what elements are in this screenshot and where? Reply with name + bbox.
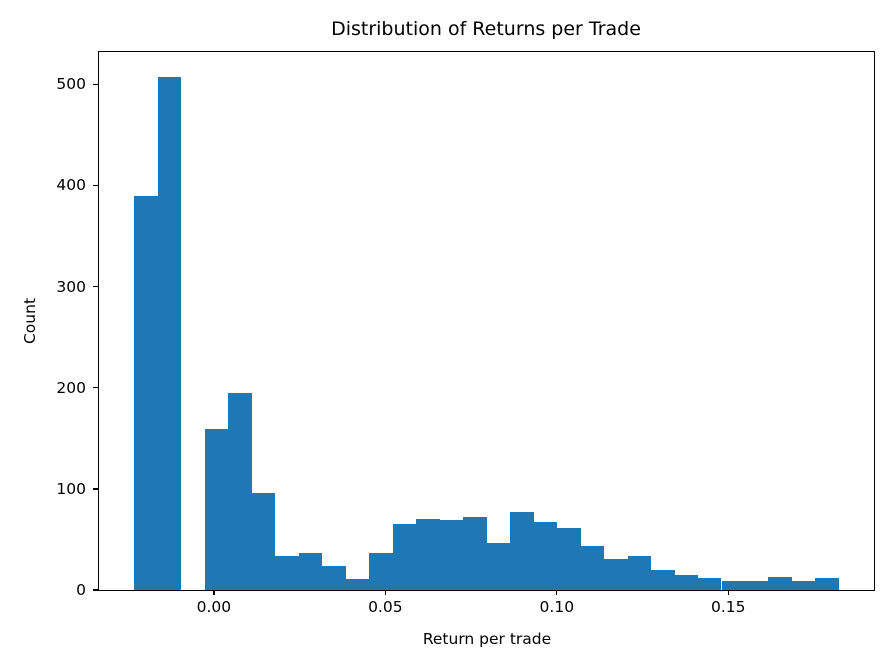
y-tick-label: 400 (56, 176, 86, 195)
histogram-bar (791, 580, 816, 590)
histogram-bar (416, 519, 440, 590)
histogram-bar (134, 195, 158, 590)
y-tick-label: 100 (56, 479, 86, 498)
y-tick-label: 0 (76, 581, 86, 599)
y-axis-label: Count (21, 297, 39, 345)
y-tick-label: 200 (56, 378, 86, 397)
histogram-bar (744, 580, 769, 590)
x-tick-mark (213, 590, 215, 595)
y-tick-mark (93, 589, 98, 591)
chart-title: Distribution of Returns per Trade (331, 18, 641, 40)
histogram-bar (580, 545, 605, 590)
histogram-bar (604, 558, 628, 590)
y-tick-mark (93, 488, 98, 490)
y-tick-mark (93, 184, 98, 187)
histogram-bar (439, 520, 464, 590)
y-tick-label: 300 (56, 277, 86, 296)
histogram-bar (157, 77, 182, 590)
x-tick-mark (556, 590, 558, 595)
histogram-bar (651, 569, 675, 590)
histogram-bar (204, 429, 229, 590)
axes-spines (98, 51, 875, 591)
plot-area (99, 52, 874, 590)
x-tick-mark (384, 590, 386, 595)
x-tick-mark (727, 590, 729, 595)
histogram-bar (298, 552, 323, 590)
y-tick-mark (93, 83, 98, 85)
histogram-bar (627, 555, 652, 590)
histogram-bar (721, 580, 745, 590)
x-tick-label: 0.10 (539, 598, 575, 616)
histogram-bar (251, 492, 276, 590)
histogram-bar (510, 512, 534, 590)
x-axis-label: Return per trade (422, 630, 552, 648)
histogram-bar (369, 552, 393, 590)
histogram-bar (322, 565, 346, 590)
x-tick-label: 0.05 (368, 598, 403, 616)
histogram-bar (392, 524, 417, 590)
histogram-bar (674, 574, 698, 590)
histogram-bar (815, 577, 839, 590)
histogram-bar (463, 517, 487, 590)
histogram-bar (486, 543, 511, 590)
x-tick-label: 0.15 (710, 598, 746, 616)
histogram-bar (228, 392, 252, 590)
y-tick-label: 500 (56, 75, 86, 94)
y-tick-mark (93, 387, 98, 389)
histogram-bar (533, 522, 558, 590)
histogram-bar (275, 555, 299, 590)
histogram-bar (768, 576, 792, 590)
histogram-bar (345, 578, 370, 590)
histogram-bar (557, 528, 581, 590)
x-tick-label: 0.00 (196, 598, 232, 616)
y-tick-mark (93, 285, 98, 288)
histogram-bar (698, 577, 722, 590)
